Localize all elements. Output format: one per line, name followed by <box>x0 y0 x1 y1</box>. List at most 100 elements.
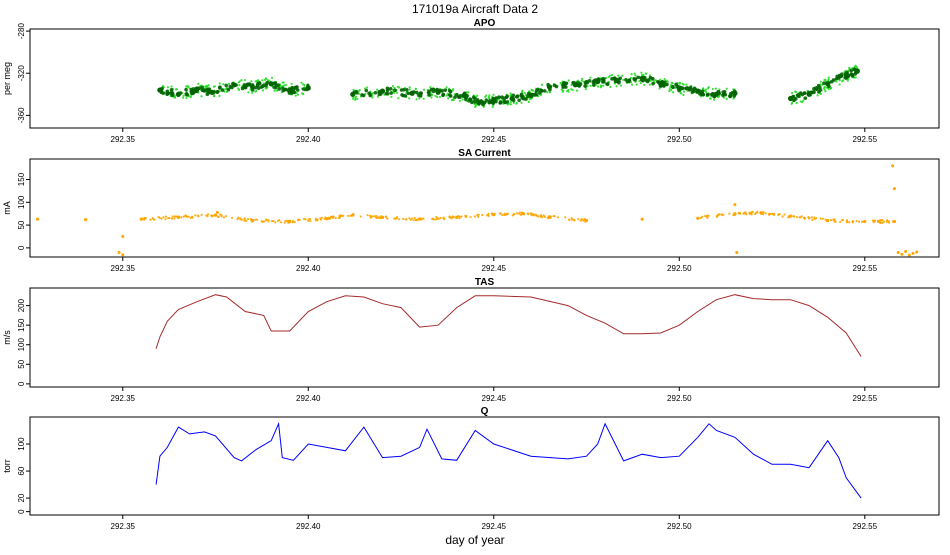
data-point <box>274 221 277 224</box>
data-point <box>470 100 474 105</box>
data-point <box>473 215 476 218</box>
data-point <box>282 81 285 84</box>
data-point <box>440 89 444 93</box>
data-point <box>559 81 562 85</box>
data-point <box>213 213 218 217</box>
data-point <box>505 94 510 99</box>
x-tick-label: 292.40 <box>296 135 321 144</box>
data-point <box>685 83 688 86</box>
data-point <box>721 93 725 97</box>
data-point <box>704 88 708 91</box>
data-point <box>790 91 794 95</box>
data-point <box>369 214 372 217</box>
data-point <box>824 218 827 221</box>
data-point <box>517 98 521 103</box>
data-point <box>477 213 480 216</box>
data-point <box>170 85 173 88</box>
data-point <box>684 86 688 91</box>
data-point <box>488 94 491 97</box>
data-point <box>881 219 884 222</box>
data-point <box>892 187 896 191</box>
data-point <box>213 94 216 98</box>
data-point <box>394 217 398 220</box>
data-point <box>327 217 330 220</box>
data-point <box>863 219 867 224</box>
data-point <box>482 105 485 108</box>
data-point <box>849 68 854 73</box>
data-point <box>202 89 207 93</box>
data-point <box>513 213 516 216</box>
data-point <box>891 164 895 168</box>
data-point <box>575 89 579 92</box>
data-point <box>359 215 362 218</box>
data-point <box>716 214 719 217</box>
data-point <box>376 88 379 91</box>
data-point <box>658 84 663 88</box>
data-point <box>839 220 842 224</box>
y-tick-label: -280 <box>17 23 26 40</box>
data-point <box>882 220 886 223</box>
data-point <box>677 85 682 90</box>
data-point <box>206 213 210 216</box>
data-point <box>823 88 826 91</box>
data-point <box>182 215 185 218</box>
data-point <box>787 215 790 219</box>
data-point <box>789 96 794 101</box>
data-point <box>418 94 423 98</box>
data-point <box>380 215 385 219</box>
data-point <box>288 219 292 222</box>
data-point <box>487 214 490 218</box>
data-point <box>554 84 559 89</box>
data-point <box>591 83 596 87</box>
data-point <box>706 87 710 90</box>
data-point <box>561 83 565 88</box>
data-point <box>238 80 241 83</box>
data-point <box>577 217 580 221</box>
data-point <box>700 91 705 96</box>
data-point <box>391 84 395 88</box>
data-point <box>819 80 822 83</box>
data-point <box>390 95 393 99</box>
data-point <box>502 96 507 101</box>
data-point <box>415 98 418 101</box>
data-point <box>493 213 496 216</box>
data-point <box>439 216 442 220</box>
data-point <box>826 218 830 223</box>
data-point <box>578 82 583 86</box>
data-point <box>850 72 855 77</box>
data-point <box>542 214 545 217</box>
data-point <box>412 90 416 94</box>
data-point <box>408 97 411 100</box>
data-point <box>761 211 764 214</box>
y-tick-label: -360 <box>17 107 26 124</box>
data-point <box>754 212 757 216</box>
data-point <box>354 95 358 98</box>
data-point <box>666 80 669 83</box>
data-point <box>696 217 700 220</box>
data-point <box>189 95 192 99</box>
data-point <box>488 97 491 100</box>
x-tick-label: 292.55 <box>853 522 878 531</box>
data-point <box>220 88 225 92</box>
data-point <box>497 95 501 99</box>
data-point <box>830 79 834 84</box>
data-point <box>418 97 421 100</box>
data-point <box>158 216 161 220</box>
y-axis-label: per meg <box>2 62 12 95</box>
data-point <box>166 86 170 89</box>
data-point <box>517 212 521 215</box>
data-point <box>451 215 454 218</box>
data-point <box>792 98 796 103</box>
data-point <box>826 81 831 85</box>
data-point <box>670 81 673 84</box>
data-point <box>162 216 165 219</box>
data-point <box>429 86 432 89</box>
data-point <box>238 84 241 87</box>
x-tick-label: 292.35 <box>111 264 136 273</box>
data-point <box>625 79 630 84</box>
data-point <box>825 86 828 89</box>
data-point <box>121 253 125 257</box>
data-point <box>360 93 364 97</box>
data-point <box>353 98 357 101</box>
data-point <box>143 216 146 220</box>
